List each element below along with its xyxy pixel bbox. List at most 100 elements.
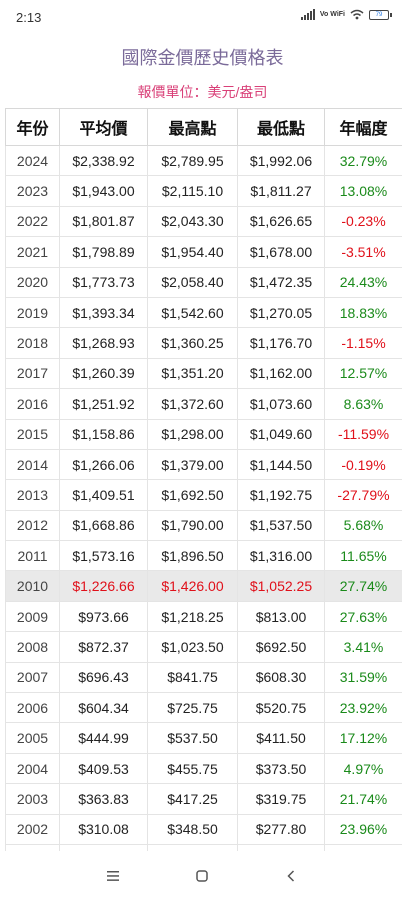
year-cell: 2005 (5, 722, 60, 754)
navigation-bar (0, 851, 405, 900)
year-cell: 2020 (5, 266, 60, 298)
year-cell: 2007 (5, 661, 60, 694)
table-body: 2024 $2,338.92 $2,789.95 $1,992.06 32.79% 202… (5, 144, 402, 851)
table-row: 2016 $1,251.92 $1,372.60 $1,073.60 8.63% (5, 388, 402, 420)
average-price-cell: $1,251.92 (59, 388, 148, 420)
average-price-cell: $444.99 (59, 722, 148, 754)
low-price-cell: $520.75 (237, 692, 325, 724)
year-cell: 2024 (5, 144, 60, 177)
high-price-cell: $2,115.10 (147, 175, 238, 207)
low-price-cell: $1,472.35 (237, 266, 325, 298)
year-cell: 2019 (5, 296, 60, 329)
average-price-cell: $1,409.51 (59, 479, 148, 511)
average-price-cell: $1,158.86 (59, 418, 148, 450)
home-icon (196, 870, 208, 882)
price-table-container[interactable]: 年份 平均價 最高點 最低點 年幅度 2024 $2,338.92 $2,789.9… (5, 108, 402, 851)
year-cell: 2002 (5, 813, 60, 845)
average-price-cell: $1,573.16 (59, 540, 148, 572)
high-price-cell: $1,426.00 (147, 570, 238, 602)
table-row: 2024 $2,338.92 $2,789.95 $1,992.06 32.79% (5, 144, 402, 177)
high-price-cell: $1,298.00 (147, 418, 238, 450)
status-bar: 2:13 Vo WiFi 79 (0, 0, 405, 36)
table-row: 2003 $363.83 $417.25 $319.75 21.74% (5, 783, 402, 815)
page-title: 國際金價歷史價格表 (121, 48, 284, 68)
low-price-cell: $1,162.00 (237, 357, 325, 390)
table-row: 2010 $1,226.66 $1,426.00 $1,052.25 27.74% (5, 570, 402, 602)
low-price-cell: $1,144.50 (237, 448, 325, 481)
table-row: 2023 $1,943.00 $2,115.10 $1,811.27 13.08% (5, 175, 402, 207)
change-cell: 1.41% (324, 843, 402, 851)
change-cell: 18.83% (324, 296, 402, 329)
high-price-cell: $1,790.00 (147, 509, 238, 542)
change-cell: 11.65% (324, 540, 402, 572)
year-cell: 2010 (5, 570, 60, 602)
header-change: 年幅度 (324, 108, 402, 146)
low-price-cell: $1,992.06 (237, 144, 325, 177)
table-row: 2020 $1,773.73 $2,058.40 $1,472.35 24.43% (5, 266, 402, 298)
average-price-cell: $1,801.87 (59, 205, 148, 238)
header-year: 年份 (5, 108, 60, 146)
average-price-cell: $363.83 (59, 783, 148, 815)
high-price-cell: $455.75 (147, 752, 238, 785)
table-row: 2014 $1,266.06 $1,379.00 $1,144.50 -0.19% (5, 448, 402, 481)
menu-icon (107, 871, 119, 881)
average-price-cell: $973.66 (59, 600, 148, 633)
table-row: 2009 $973.66 $1,218.25 $813.00 27.63% (5, 600, 402, 633)
change-cell: -3.51% (324, 236, 402, 268)
table-row: 2021 $1,798.89 $1,954.40 $1,678.00 -3.51% (5, 236, 402, 268)
high-price-cell: $1,896.50 (147, 540, 238, 572)
change-cell: -0.19% (324, 448, 402, 481)
table-row: 2007 $696.43 $841.75 $608.30 31.59% (5, 661, 402, 694)
high-price-cell: $1,351.20 (147, 357, 238, 390)
back-button[interactable] (279, 865, 303, 887)
change-cell: 12.57% (324, 357, 402, 390)
low-price-cell: $1,049.60 (237, 418, 325, 450)
year-cell: 2006 (5, 692, 60, 724)
high-price-cell: $1,379.00 (147, 448, 238, 481)
year-cell: 2017 (5, 357, 60, 390)
high-price-cell: $2,789.95 (147, 144, 238, 177)
high-price-cell: $1,692.50 (147, 479, 238, 511)
average-price-cell: $1,393.34 (59, 296, 148, 329)
table-row: 2013 $1,409.51 $1,692.50 $1,192.75 -27.79% (5, 479, 402, 511)
average-price-cell: $604.34 (59, 692, 148, 724)
recent-apps-button[interactable] (101, 865, 125, 887)
gold-price-table: 年份 平均價 最高點 最低點 年幅度 2024 $2,338.92 $2,789.9… (5, 108, 402, 851)
high-price-cell: $537.50 (147, 722, 238, 754)
unit-subtitle: 報價單位：美元/盎司 (137, 84, 268, 100)
year-cell: 2008 (5, 631, 60, 663)
high-price-cell: $1,360.25 (147, 327, 238, 359)
high-price-cell: $1,954.40 (147, 236, 238, 268)
change-cell: 23.92% (324, 692, 402, 724)
year-cell: 2004 (5, 752, 60, 785)
change-cell: 21.74% (324, 783, 402, 815)
table-row: 2002 $310.08 $348.50 $277.80 23.96% (5, 813, 402, 845)
change-cell: -0.23% (324, 205, 402, 238)
low-price-cell: $1,073.60 (237, 388, 325, 420)
high-price-cell: $417.25 (147, 783, 238, 815)
change-cell: 27.63% (324, 600, 402, 633)
average-price-cell: $1,798.89 (59, 236, 148, 268)
year-cell: 2011 (5, 540, 60, 572)
low-price-cell: $813.00 (237, 600, 325, 633)
change-cell: -11.59% (324, 418, 402, 450)
table-row: 2022 $1,801.87 $2,043.30 $1,626.65 -0.23% (5, 205, 402, 238)
change-cell: 32.79% (324, 144, 402, 177)
change-cell: 3.41% (324, 631, 402, 663)
average-price-cell: $872.37 (59, 631, 148, 663)
table-row: 2015 $1,158.86 $1,298.00 $1,049.60 -11.59% (5, 418, 402, 450)
change-cell: 17.12% (324, 722, 402, 754)
table-row: 2008 $872.37 $1,023.50 $692.50 3.41% (5, 631, 402, 663)
low-price-cell: $373.50 (237, 752, 325, 785)
low-price-cell: $411.50 (237, 722, 325, 754)
high-price-cell: $841.75 (147, 661, 238, 694)
table-row: 2019 $1,393.34 $1,542.60 $1,270.05 18.83% (5, 296, 402, 329)
change-cell: 5.68% (324, 509, 402, 542)
low-price-cell: $1,626.65 (237, 205, 325, 238)
header-high: 最高點 (147, 108, 238, 146)
status-icons: Vo WiFi 79 (300, 9, 392, 20)
low-price-cell: $1,270.05 (237, 296, 325, 329)
table-row: 2017 $1,260.39 $1,351.20 $1,162.00 12.57% (5, 357, 402, 390)
home-button[interactable] (190, 865, 214, 887)
year-cell: 2022 (5, 205, 60, 238)
